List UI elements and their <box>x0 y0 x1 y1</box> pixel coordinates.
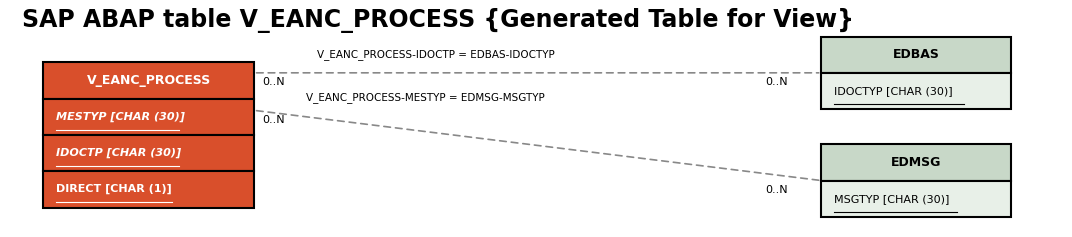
FancyBboxPatch shape <box>44 171 254 208</box>
Text: DIRECT [CHAR (1)]: DIRECT [CHAR (1)] <box>56 184 172 195</box>
Text: MESTYP [CHAR (30)]: MESTYP [CHAR (30)] <box>56 112 185 122</box>
Text: EDMSG: EDMSG <box>891 156 941 169</box>
Text: 0..N: 0..N <box>263 115 285 125</box>
Text: V_EANC_PROCESS: V_EANC_PROCESS <box>87 74 211 87</box>
FancyBboxPatch shape <box>821 36 1011 73</box>
Text: V_EANC_PROCESS-IDOCTP = EDBAS-IDOCTYP: V_EANC_PROCESS-IDOCTP = EDBAS-IDOCTYP <box>317 49 554 60</box>
FancyBboxPatch shape <box>44 62 254 99</box>
FancyBboxPatch shape <box>821 73 1011 109</box>
Text: 0..N: 0..N <box>263 77 285 87</box>
Text: 0..N: 0..N <box>765 77 788 87</box>
Text: MSGTYP [CHAR (30)]: MSGTYP [CHAR (30)] <box>834 194 950 204</box>
Text: IDOCTYP [CHAR (30)]: IDOCTYP [CHAR (30)] <box>834 86 953 96</box>
Text: 0..N: 0..N <box>765 185 788 195</box>
FancyBboxPatch shape <box>44 99 254 135</box>
FancyBboxPatch shape <box>44 135 254 171</box>
Text: V_EANC_PROCESS-MESTYP = EDMSG-MSGTYP: V_EANC_PROCESS-MESTYP = EDMSG-MSGTYP <box>307 92 545 103</box>
Text: SAP ABAP table V_EANC_PROCESS {Generated Table for View}: SAP ABAP table V_EANC_PROCESS {Generated… <box>23 9 854 33</box>
FancyBboxPatch shape <box>821 181 1011 217</box>
Text: EDBAS: EDBAS <box>893 48 939 61</box>
Text: IDOCTP [CHAR (30)]: IDOCTP [CHAR (30)] <box>56 148 181 158</box>
FancyBboxPatch shape <box>821 144 1011 181</box>
